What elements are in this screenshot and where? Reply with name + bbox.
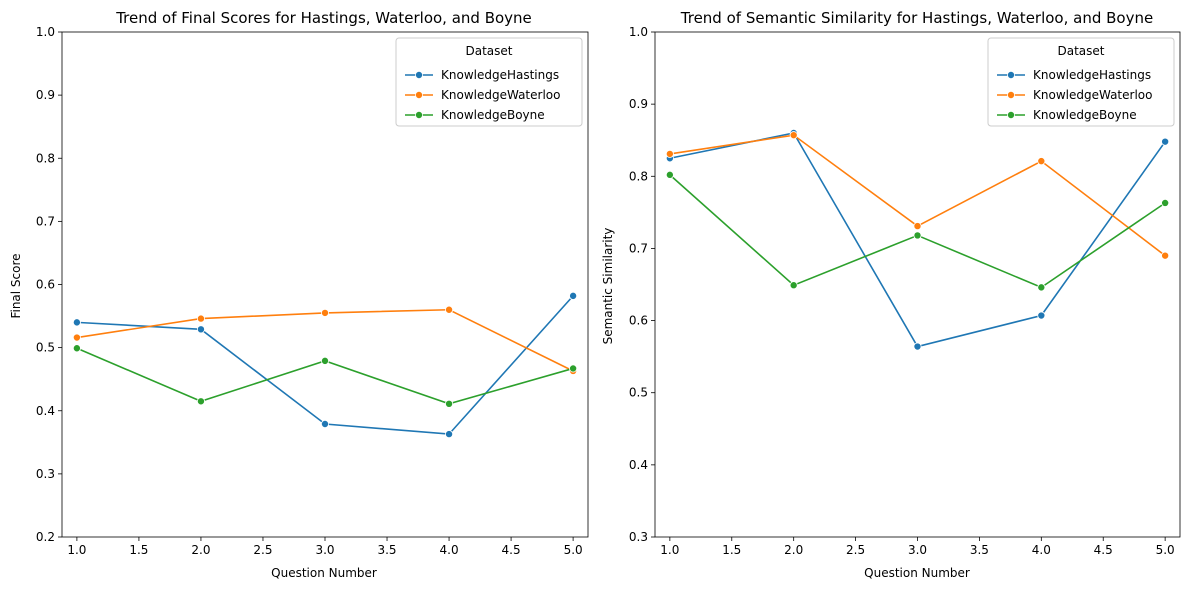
x-tick-label: 1.0 bbox=[67, 543, 86, 557]
y-tick-label: 0.6 bbox=[36, 278, 55, 292]
data-point bbox=[320, 420, 329, 429]
x-tick-label: 5.0 bbox=[564, 543, 583, 557]
data-point bbox=[789, 281, 798, 290]
y-tick-label: 1.0 bbox=[629, 25, 648, 39]
legend-entry-label: KnowledgeHastings bbox=[441, 68, 559, 82]
y-tick-label: 0.3 bbox=[36, 467, 55, 481]
x-tick-label: 5.0 bbox=[1156, 543, 1175, 557]
y-tick-label: 0.3 bbox=[629, 530, 648, 544]
y-axis-label: Semantic Similarity bbox=[601, 228, 615, 345]
legend-title: Dataset bbox=[466, 44, 513, 58]
x-tick-label: 3.0 bbox=[908, 543, 927, 557]
data-point bbox=[789, 131, 798, 140]
y-tick-label: 0.7 bbox=[36, 214, 55, 228]
x-tick-label: 4.5 bbox=[1094, 543, 1113, 557]
data-point bbox=[445, 430, 454, 439]
data-point bbox=[569, 364, 578, 373]
data-point bbox=[72, 333, 81, 342]
legend-box bbox=[987, 37, 1175, 127]
x-tick-label: 2.0 bbox=[784, 543, 803, 557]
legend-title: Dataset bbox=[1058, 44, 1105, 58]
y-tick-label: 0.6 bbox=[629, 314, 648, 328]
data-point bbox=[1037, 157, 1046, 166]
chart-title: Trend of Semantic Similarity for Hasting… bbox=[680, 9, 1153, 27]
y-tick-label: 0.9 bbox=[629, 97, 648, 111]
data-point bbox=[196, 314, 205, 323]
x-tick-label: 2.5 bbox=[846, 543, 865, 557]
data-point bbox=[72, 318, 81, 327]
legend-swatch-marker bbox=[414, 71, 423, 80]
legend-entry-label: KnowledgeBoyne bbox=[1033, 108, 1137, 122]
legend-entry-label: KnowledgeWaterloo bbox=[441, 88, 560, 102]
legend-entry-label: KnowledgeWaterloo bbox=[1033, 88, 1152, 102]
y-tick-label: 0.8 bbox=[629, 169, 648, 183]
x-tick-label: 3.5 bbox=[377, 543, 396, 557]
legend-box bbox=[395, 37, 583, 127]
x-tick-label: 4.0 bbox=[440, 543, 459, 557]
legend-swatch-marker bbox=[1007, 71, 1016, 80]
x-tick-label: 1.5 bbox=[129, 543, 148, 557]
data-point bbox=[665, 149, 674, 158]
data-point bbox=[665, 170, 674, 179]
y-tick-label: 0.5 bbox=[629, 386, 648, 400]
data-point bbox=[320, 308, 329, 317]
x-tick-label: 3.0 bbox=[315, 543, 334, 557]
data-point bbox=[320, 356, 329, 365]
plot-frame bbox=[61, 31, 589, 538]
x-tick-label: 4.5 bbox=[502, 543, 521, 557]
y-tick-label: 0.2 bbox=[36, 530, 55, 544]
plot-frame bbox=[654, 31, 1181, 538]
x-tick-label: 1.5 bbox=[722, 543, 741, 557]
data-point bbox=[913, 231, 922, 240]
y-axis-label: Final Score bbox=[9, 253, 23, 318]
data-point bbox=[1161, 137, 1170, 146]
legend-entry-label: KnowledgeHastings bbox=[1033, 68, 1151, 82]
legend-swatch-marker bbox=[1007, 111, 1016, 120]
data-point bbox=[196, 325, 205, 334]
data-point bbox=[445, 399, 454, 408]
y-tick-label: 0.5 bbox=[36, 341, 55, 355]
semantic-similarity-chart: Trend of Semantic Similarity for Hasting… bbox=[601, 9, 1181, 580]
data-point bbox=[445, 305, 454, 314]
chart-title: Trend of Final Scores for Hastings, Wate… bbox=[115, 9, 532, 27]
x-tick-label: 1.0 bbox=[660, 543, 679, 557]
y-tick-label: 0.4 bbox=[629, 458, 648, 472]
data-point bbox=[569, 291, 578, 300]
legend-swatch-marker bbox=[414, 91, 423, 100]
legend-entry-label: KnowledgeBoyne bbox=[441, 108, 545, 122]
y-tick-label: 0.9 bbox=[36, 88, 55, 102]
data-point bbox=[1037, 283, 1046, 292]
y-tick-label: 0.4 bbox=[36, 404, 55, 418]
y-tick-label: 0.8 bbox=[36, 151, 55, 165]
x-tick-label: 3.5 bbox=[970, 543, 989, 557]
y-tick-label: 0.7 bbox=[629, 241, 648, 255]
x-axis-label: Question Number bbox=[864, 566, 970, 580]
x-tick-label: 2.5 bbox=[253, 543, 272, 557]
legend-swatch-marker bbox=[414, 111, 423, 120]
data-point bbox=[72, 344, 81, 353]
data-point bbox=[913, 342, 922, 351]
data-point bbox=[1161, 251, 1170, 260]
x-tick-label: 2.0 bbox=[191, 543, 210, 557]
data-point bbox=[913, 222, 922, 231]
x-axis-label: Question Number bbox=[271, 566, 377, 580]
legend-swatch-marker bbox=[1007, 91, 1016, 100]
y-tick-label: 1.0 bbox=[36, 25, 55, 39]
data-point bbox=[196, 397, 205, 406]
data-point bbox=[1161, 198, 1170, 207]
final-score-chart: Trend of Final Scores for Hastings, Wate… bbox=[9, 9, 589, 580]
data-point bbox=[1037, 311, 1046, 320]
x-tick-label: 4.0 bbox=[1032, 543, 1051, 557]
